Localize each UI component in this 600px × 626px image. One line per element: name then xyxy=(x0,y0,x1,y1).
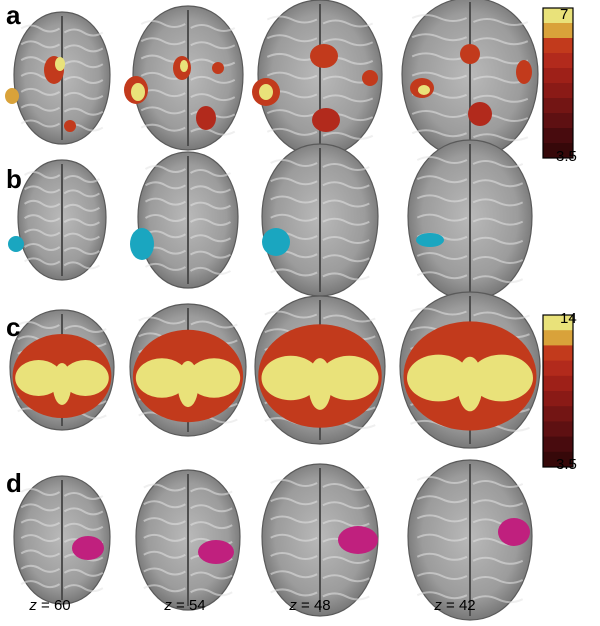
magenta-cluster-1 xyxy=(72,536,104,560)
cyan-cluster-3 xyxy=(262,228,290,256)
slice-label-2: z = 54 xyxy=(164,597,206,614)
activation-a-8 xyxy=(196,106,216,130)
colorbar-c-step-0 xyxy=(543,315,573,331)
overlay-panel-c xyxy=(12,321,537,431)
colorbar-a-step-2 xyxy=(543,38,573,54)
colorbar-a-step-0 xyxy=(543,8,573,24)
activation-a-11 xyxy=(259,84,273,100)
colorbar-a-step-5 xyxy=(543,83,573,99)
colorbar-c-min: 3.5 xyxy=(556,456,577,473)
brain-slice-r2-c2 xyxy=(137,151,239,289)
colorbar-a-step-4 xyxy=(543,68,573,84)
panel-label-a: a xyxy=(6,0,21,30)
activation-c-mid-2 xyxy=(177,360,199,408)
colorbar-a-step-7 xyxy=(543,113,573,129)
cyan-cluster-1 xyxy=(8,236,24,252)
activation-a-17 xyxy=(460,44,480,64)
colorbar-c-step-1 xyxy=(543,330,573,346)
activation-a-16 xyxy=(418,85,430,95)
activation-c-mid-1 xyxy=(52,363,72,405)
cyan-cluster-4 xyxy=(416,233,444,247)
brain-slice-r4-c4 xyxy=(407,459,533,621)
brain-slice-r2-c3 xyxy=(261,143,379,297)
panel-label-d: d xyxy=(6,468,22,498)
activation-a-5 xyxy=(131,83,145,101)
activation-c-right-1 xyxy=(62,360,109,396)
slice-label-3: z = 48 xyxy=(289,597,331,614)
magenta-cluster-4 xyxy=(498,518,530,546)
activation-c-mid-3 xyxy=(308,358,332,410)
brain-slice-r2-c4 xyxy=(407,139,533,301)
colorbar-a-step-6 xyxy=(543,98,573,114)
brain-slice-r2-c1 xyxy=(17,159,107,281)
colorbar-a-step-1 xyxy=(543,23,573,39)
brain-slice-r1-c2 xyxy=(132,5,244,151)
colorbar-c-step-5 xyxy=(543,391,573,407)
cyan-cluster-2 xyxy=(130,228,154,260)
activation-c-right-3 xyxy=(320,355,379,401)
activation-c-left-1 xyxy=(15,360,63,396)
colorbar-c-step-9 xyxy=(543,451,573,468)
activation-a-0 xyxy=(5,88,19,104)
panel-label-c: c xyxy=(6,312,21,342)
overlay-panel-b xyxy=(8,228,444,260)
colorbar-a-max: 7 xyxy=(560,6,569,23)
colorbar-c-step-3 xyxy=(543,360,573,377)
colorbar-c-step-6 xyxy=(543,406,573,422)
activation-a-18 xyxy=(468,102,492,126)
colorbar-c-step-2 xyxy=(543,345,573,362)
colorbar-c-step-4 xyxy=(543,375,573,392)
magenta-cluster-3 xyxy=(338,526,378,554)
activation-c-mid-4 xyxy=(457,356,483,412)
activation-a-2 xyxy=(55,57,65,71)
brain-slice-r1-c3 xyxy=(257,0,383,157)
colorbar-c-max: 14 xyxy=(560,310,577,327)
overlay-panel-d xyxy=(72,518,530,564)
panel-label-b: b xyxy=(6,164,22,194)
colorbar-c xyxy=(542,314,574,468)
activation-c-left-3 xyxy=(261,355,320,401)
colorbar-c-step-7 xyxy=(543,421,573,438)
colorbar-c-step-8 xyxy=(543,436,573,453)
colorbar-a-step-3 xyxy=(543,53,573,69)
colorbar-a xyxy=(542,7,574,159)
overlay-panel-a xyxy=(5,44,532,132)
colorbar-a-step-9 xyxy=(543,143,573,159)
activation-a-12 xyxy=(310,44,338,68)
activation-a-9 xyxy=(212,62,224,74)
activation-c-left-4 xyxy=(407,354,470,402)
brain-slice-r4-c2 xyxy=(135,469,241,611)
activation-c-left-2 xyxy=(135,358,188,398)
colorbar-a-step-8 xyxy=(543,128,573,144)
activation-c-right-2 xyxy=(188,358,241,398)
slice-label-4: z = 42 xyxy=(434,597,476,614)
brain-slice-r4-c3 xyxy=(261,463,379,617)
activation-c-right-4 xyxy=(470,354,533,402)
activation-a-14 xyxy=(362,70,378,86)
slice-label-1: z = 60 xyxy=(29,597,71,614)
activation-a-13 xyxy=(312,108,340,132)
colorbar-a-min: 3.5 xyxy=(556,148,577,165)
activation-a-3 xyxy=(64,120,76,132)
activation-a-19 xyxy=(516,60,532,84)
activation-a-7 xyxy=(180,60,188,72)
magenta-cluster-2 xyxy=(198,540,234,564)
